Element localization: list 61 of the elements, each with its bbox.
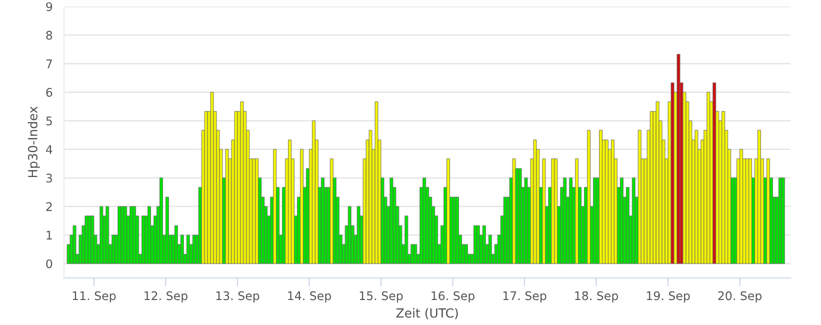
bar bbox=[575, 158, 579, 264]
y-tick-label: 9 bbox=[46, 2, 52, 12]
x-tick-label: 19. Sep bbox=[646, 291, 690, 302]
y-tick-label: 4 bbox=[46, 145, 52, 154]
bar bbox=[620, 178, 624, 264]
bar bbox=[374, 101, 378, 264]
bar bbox=[563, 178, 567, 264]
bar bbox=[106, 206, 110, 264]
bar bbox=[210, 92, 214, 264]
x-tick-label: 11. Sep bbox=[72, 291, 116, 302]
bar bbox=[174, 225, 178, 264]
y-tick-label: 8 bbox=[46, 30, 52, 40]
bar bbox=[626, 187, 630, 264]
bar bbox=[159, 178, 163, 264]
bar bbox=[165, 196, 169, 264]
y-tick-label: 1 bbox=[46, 230, 52, 240]
bar bbox=[476, 225, 480, 264]
bar bbox=[390, 178, 394, 264]
x-tick-label: 13. Sep bbox=[216, 291, 260, 302]
bar bbox=[404, 216, 408, 264]
x-axis-title: Zeit (UTC) bbox=[396, 308, 458, 320]
bar bbox=[414, 244, 418, 264]
y-tick-label: 6 bbox=[46, 88, 52, 97]
y-tick-label: 7 bbox=[46, 60, 52, 68]
y-axis-title: Hp30-Index bbox=[28, 106, 40, 178]
bar bbox=[488, 234, 492, 264]
bar bbox=[446, 158, 450, 264]
bar bbox=[368, 130, 372, 264]
bar bbox=[524, 178, 528, 264]
bar bbox=[90, 216, 94, 264]
bar bbox=[72, 225, 76, 264]
bar bbox=[542, 158, 546, 264]
bar bbox=[348, 206, 352, 264]
bar bbox=[464, 244, 468, 264]
bar bbox=[694, 130, 698, 264]
bar bbox=[781, 178, 785, 264]
bar bbox=[554, 158, 558, 264]
bar bbox=[180, 234, 184, 264]
y-tick-label: 3 bbox=[46, 174, 52, 183]
x-tick-label: 14. Sep bbox=[288, 291, 331, 302]
x-tick-label: 16. Sep bbox=[432, 291, 474, 302]
bar bbox=[587, 130, 591, 264]
y-tick-label: 2 bbox=[46, 202, 52, 211]
bar bbox=[300, 149, 304, 264]
bar bbox=[482, 225, 486, 264]
bar bbox=[273, 149, 277, 264]
bar bbox=[148, 206, 151, 264]
y-tick-label: 0 bbox=[46, 259, 52, 268]
x-tick-label: 12. Sep bbox=[144, 291, 188, 302]
x-tick-label: 15. Sep bbox=[360, 291, 403, 302]
bar bbox=[676, 54, 680, 264]
bar bbox=[518, 168, 522, 264]
x-tick-label: 18. Sep bbox=[575, 291, 618, 302]
x-tick-label: 20. Sep bbox=[718, 291, 762, 302]
x-tick-label: 17. Sep bbox=[503, 291, 546, 302]
bar bbox=[455, 196, 459, 264]
y-tick-label: 5 bbox=[46, 116, 52, 126]
bar bbox=[656, 101, 660, 264]
bar bbox=[186, 234, 190, 264]
bar bbox=[632, 178, 636, 264]
bar bbox=[356, 206, 360, 264]
